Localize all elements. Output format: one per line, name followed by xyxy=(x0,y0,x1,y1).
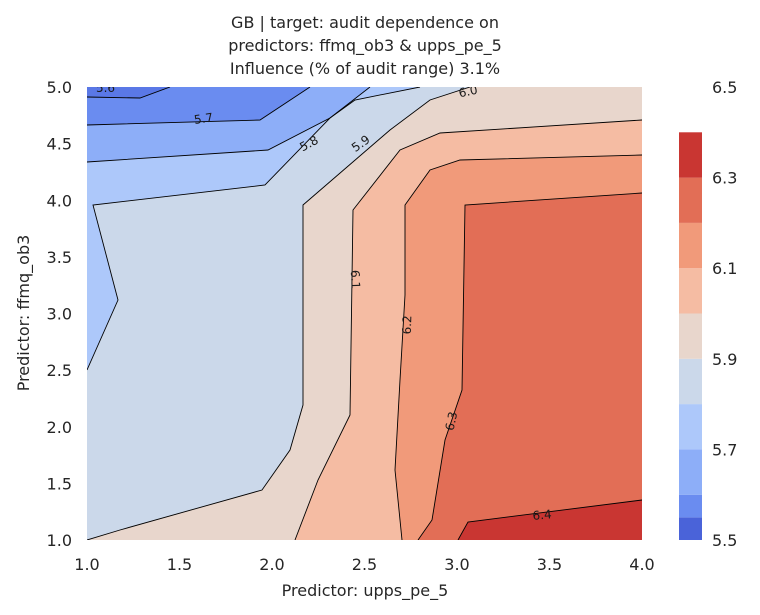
x-tick-label: 2.5 xyxy=(352,555,377,574)
colorbar-ticks: 5.5 5.7 5.9 6.1 6.3 6.5 xyxy=(712,78,737,550)
colorbar-segment xyxy=(679,358,702,405)
y-tick-label: 1.0 xyxy=(47,531,72,550)
contour-line-6.3 xyxy=(417,192,642,540)
colorbar-tick-label: 5.7 xyxy=(712,440,737,459)
x-tick-label: 3.5 xyxy=(537,555,562,574)
y-axis-ticks: 1.0 1.5 2.0 2.5 3.0 3.5 4.0 4.5 5.0 xyxy=(47,78,72,550)
contour-line-5.8 xyxy=(87,87,371,163)
y-tick-label: 4.5 xyxy=(47,135,72,154)
x-tick-label: 3.0 xyxy=(444,555,469,574)
x-axis-ticks: 1.0 1.5 2.0 2.5 3.0 3.5 4.0 xyxy=(74,555,654,574)
contour-label: 6.2 xyxy=(400,315,415,335)
title-line-3: Influence (% of audit range) 3.1% xyxy=(230,59,500,78)
plot-area: 5.65.75.8 5.96.06.16.26.36.4 xyxy=(87,81,642,540)
colorbar-segment xyxy=(679,313,702,359)
contour-line-6.2 xyxy=(394,154,642,540)
band-6.3-6.4 xyxy=(418,193,642,540)
colorbar-segment xyxy=(679,449,702,495)
y-axis-label: Predictor: ffmq_ob3 xyxy=(14,235,34,392)
colorbar-segment xyxy=(679,132,702,178)
contour-labels: 5.65.75.8 5.96.06.16.26.36.4 xyxy=(96,81,552,523)
colorbar-tick-label: 6.3 xyxy=(712,169,737,188)
colorbar-segment xyxy=(679,404,702,450)
contour-line-6.1 xyxy=(294,119,642,540)
x-tick-label: 1.5 xyxy=(167,555,192,574)
colorbar-tick-label: 5.5 xyxy=(712,531,737,550)
x-tick-label: 2.0 xyxy=(259,555,284,574)
x-axis-label: Predictor: upps_pe_5 xyxy=(282,581,449,601)
contour-line-6.4 xyxy=(457,499,642,540)
x-tick-label: 4.0 xyxy=(629,555,654,574)
contour-lines xyxy=(87,87,642,540)
band-5.55-5.6 xyxy=(87,87,170,98)
y-tick-label: 3.5 xyxy=(47,248,72,267)
y-tick-label: 2.0 xyxy=(47,418,72,437)
contour-label: 5.6 xyxy=(96,81,115,95)
colorbar-tick-label: 6.5 xyxy=(712,78,737,97)
y-tick-label: 4.0 xyxy=(47,191,72,210)
x-tick-label: 1.0 xyxy=(74,555,99,574)
colorbar-tick-label: 5.9 xyxy=(712,350,737,369)
contour-line-5.9 xyxy=(87,87,421,371)
colorbar-segment xyxy=(679,268,702,314)
y-tick-label: 3.0 xyxy=(47,305,72,324)
y-tick-label: 2.5 xyxy=(47,361,72,380)
colorbar-tick-label: 6.1 xyxy=(712,259,737,278)
colorbar-segment xyxy=(679,517,702,540)
colorbar xyxy=(679,132,702,540)
title-line-2: predictors: ffmq_ob3 & upps_pe_5 xyxy=(228,36,502,56)
band-5.8-5.9 xyxy=(87,87,420,370)
band-6.4-6.5 xyxy=(458,500,642,540)
colorbar-segment xyxy=(679,494,702,518)
contour-label: 6.0 xyxy=(457,83,479,101)
contour-line-5.6 xyxy=(87,87,171,99)
contour-label: 5.7 xyxy=(193,110,214,127)
contour-line-6.0 xyxy=(87,87,471,540)
colorbar-segment xyxy=(679,177,702,223)
contour-label: 6.3 xyxy=(443,410,461,432)
colorbar-segment xyxy=(679,222,702,269)
contour-label: 6.1 xyxy=(348,270,363,290)
chart-title: GB | target: audit dependence on predict… xyxy=(228,13,502,78)
y-tick-label: 5.0 xyxy=(47,78,72,97)
y-tick-label: 1.5 xyxy=(47,474,72,493)
contour-label: 6.4 xyxy=(532,507,552,523)
contour-line-5.7 xyxy=(87,87,311,126)
title-line-1: GB | target: audit dependence on xyxy=(231,13,499,32)
